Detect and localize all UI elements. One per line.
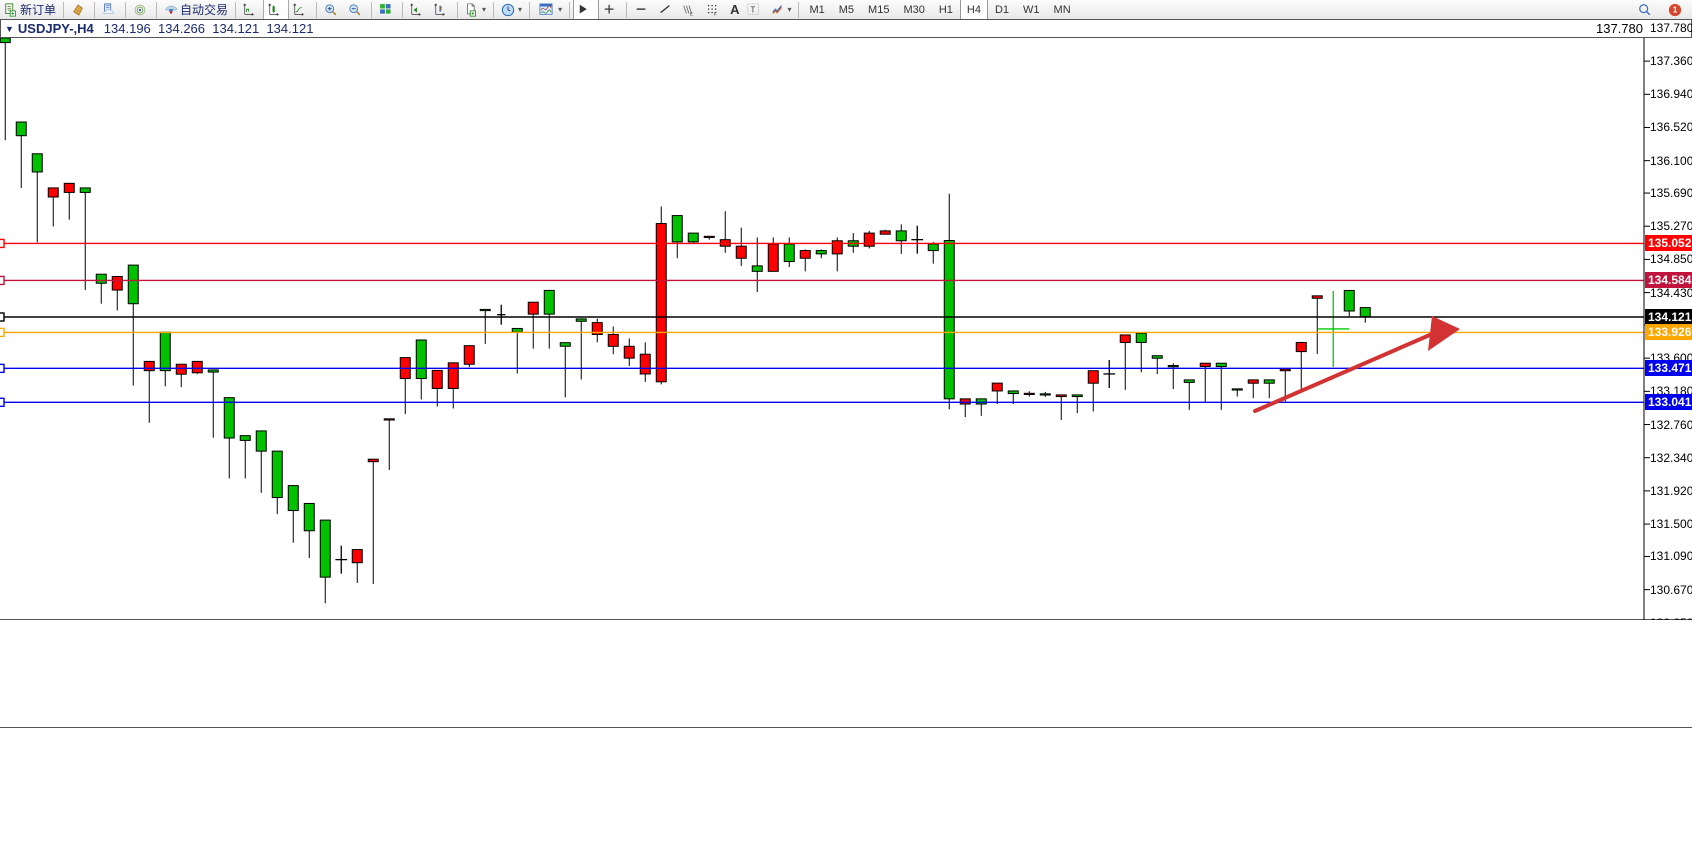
svg-text:F: F <box>714 11 717 16</box>
svg-text:1: 1 <box>1673 5 1678 14</box>
svg-text:T: T <box>751 5 756 14</box>
svg-text:E: E <box>690 11 693 16</box>
